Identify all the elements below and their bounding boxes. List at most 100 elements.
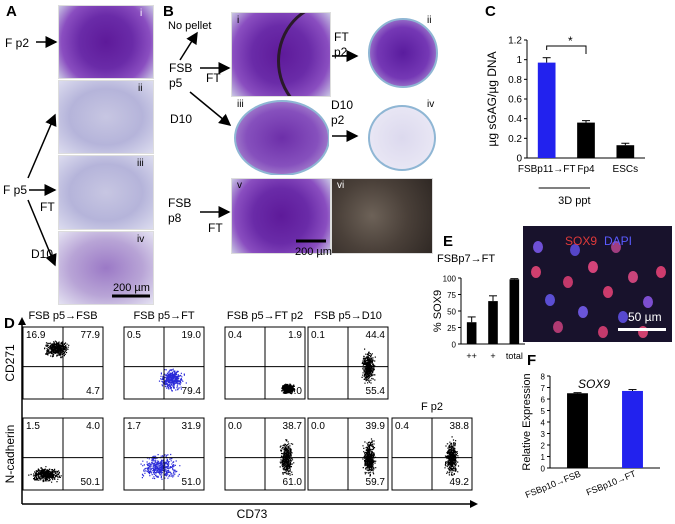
y-tick-label: 25	[447, 324, 456, 333]
quadrant-ul: 1.5	[26, 421, 40, 432]
label-a-ft: FT	[40, 200, 55, 214]
category-label: ++	[466, 351, 477, 361]
y-axis-arrowhead	[18, 317, 26, 325]
y-tick-label: 0.2	[508, 134, 522, 145]
label-fsb-p8-line2: p8	[168, 211, 182, 225]
histology-a-ii	[58, 80, 154, 154]
quadrant-lr: 59.7	[366, 477, 386, 488]
y-tick-label: 0.6	[508, 95, 522, 106]
quadrant-ur: 31.9	[182, 421, 202, 432]
label-fsb-p5-line2: p5	[169, 76, 183, 90]
y-tick-label: 100	[443, 275, 457, 284]
y-tick-label: 4	[541, 419, 546, 428]
quadrant-ul: 0.4	[395, 421, 409, 432]
quadrant-ur: 39.9	[366, 421, 386, 432]
label-f-p2: F p2	[5, 36, 30, 50]
quadrant-ul: 0.0	[311, 421, 325, 432]
panel-label-f: F	[527, 352, 537, 369]
bar	[577, 122, 595, 158]
roman-a-i: i	[140, 8, 143, 19]
event-dots	[28, 466, 62, 483]
category-label: +	[490, 351, 495, 361]
y-axis-label-ncadherin: N-cadherin	[3, 425, 17, 484]
significance-bracket	[546, 45, 587, 54]
y-tick-label: 0	[452, 341, 457, 350]
roman-b-vi: vi	[337, 180, 345, 191]
bar	[622, 390, 643, 468]
label-ft-p2-line1: FT	[334, 30, 349, 44]
quadrant-ul: 0.1	[311, 330, 325, 341]
quadrant-ul: 0.4	[228, 330, 242, 341]
y-tick-label: 50	[447, 308, 456, 317]
quadrant-lr: 4.7	[86, 386, 100, 397]
label-no-pellet: No pellet	[168, 20, 212, 32]
column-title: FSB p5→FT	[133, 310, 194, 322]
y-tick-label: 0	[541, 465, 546, 474]
column-title: FSB p5→D10	[314, 310, 382, 322]
histology-b-iii	[231, 97, 329, 175]
label-b-ft-i: FT	[206, 71, 221, 85]
scalebar-e-label: 50 µm	[628, 310, 662, 324]
y-tick-label: 7	[541, 384, 546, 393]
histology-b-ii	[360, 12, 442, 92]
label-d10-p2-line1: D10	[331, 98, 354, 112]
column-title: FSB p5→FSB	[28, 310, 97, 322]
category-label: ESCs	[613, 164, 639, 175]
label-b-ft-v: FT	[208, 221, 223, 235]
y-tick-label: 0.8	[508, 75, 522, 86]
quadrant-ul: 0.0	[228, 421, 242, 432]
y-axis-label: µg sGAG/µg DNA	[485, 51, 499, 146]
quadrant-ur: 1.9	[288, 330, 302, 341]
sox9-fluorescence-image	[523, 226, 672, 342]
category-label: total	[506, 351, 523, 361]
x-axis-label-cd73: CD73	[237, 507, 268, 521]
roman-a-iv: iv	[137, 234, 145, 245]
histology-a-iv	[58, 231, 154, 305]
y-tick-label: 1	[541, 453, 546, 462]
label-b-d10: D10	[170, 112, 193, 126]
bar	[567, 393, 588, 468]
roman-b-iv: iv	[427, 99, 435, 110]
quadrant-lr: 55.4	[366, 386, 386, 397]
quadrant-ur: 38.8	[450, 421, 470, 432]
quadrant-ur: 77.9	[81, 330, 101, 341]
scalebar-b-label: 200 µm	[295, 246, 332, 258]
bar	[466, 322, 477, 344]
y-tick-label: 6	[541, 396, 546, 405]
y-tick-label: 8	[541, 373, 546, 382]
roman-b-iii: iii	[237, 99, 244, 110]
y-tick-label: 1	[516, 55, 522, 66]
chart-f-title: SOX9	[578, 377, 610, 391]
category-label: Fp4	[577, 164, 595, 175]
quadrant-ur: 44.4	[366, 330, 386, 341]
panel-label-b: B	[163, 3, 174, 20]
quadrant-lr: 61.0	[283, 477, 303, 488]
roman-a-iii: iii	[137, 158, 144, 169]
bar	[616, 145, 635, 158]
significance-star: *	[568, 34, 573, 48]
histology-b-vi	[331, 178, 433, 254]
y-axis-label: % SOX9	[432, 290, 444, 332]
y-tick-label: 3	[541, 430, 546, 439]
event-dots	[158, 368, 187, 392]
y-tick-label: 5	[541, 407, 546, 416]
stain-dapi-label: DAPI	[604, 234, 633, 248]
event-dots	[444, 436, 460, 476]
panel-b-arrows	[179, 31, 359, 243]
roman-a-ii: ii	[138, 83, 143, 94]
histology-a-i	[58, 5, 154, 79]
event-dots	[281, 383, 296, 395]
panel-label-e: E	[443, 233, 454, 250]
x-axis-arrowhead	[470, 500, 478, 508]
label-d10-p2-line2: p2	[331, 113, 345, 127]
chart-c: 0 0.2 0.4 0.6 0.8 1 1.2 FSBp11→FT Fp4 ESCs µg sGAG…	[485, 34, 645, 207]
flow-cytometry-grid: 16.9 77.9 4.7 FSB p5→FSB 0.5 19.0 79.4 FSB p5→F…	[3, 310, 478, 521]
panel-label-d: D	[4, 315, 15, 332]
histology-b-i	[231, 12, 331, 97]
quadrant-lr: 97.0	[283, 386, 303, 397]
bar	[537, 62, 556, 158]
column-title: FSB p5→FT p2	[227, 310, 303, 322]
roman-b-i: i	[237, 15, 240, 26]
histology-a-iii	[58, 155, 154, 230]
